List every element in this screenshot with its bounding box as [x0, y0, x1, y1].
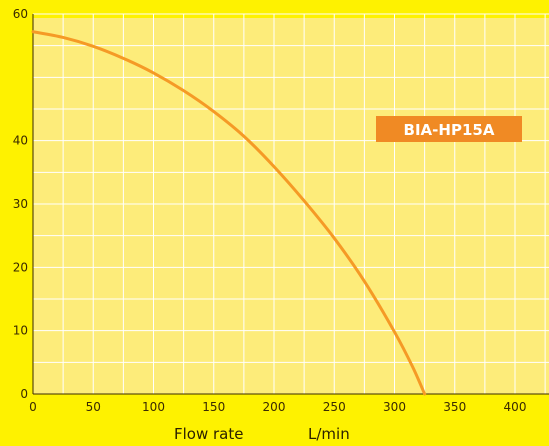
series-badge-box	[376, 116, 522, 142]
y-tick-label: 20	[13, 260, 28, 274]
y-tick-label: 40	[13, 134, 28, 148]
plot-area	[33, 18, 549, 394]
x-tick-label: 250	[323, 400, 346, 414]
y-tick-label: 30	[13, 197, 28, 211]
x-tick-label: 350	[443, 400, 466, 414]
grid-lines	[32, 13, 549, 395]
x-tick-label: 300	[383, 400, 406, 414]
y-tick-labels: 0 10 20 30 40 60	[13, 7, 28, 401]
series-badge: BIA-HP15A	[376, 116, 522, 142]
series-line-bia-hp15a	[31, 30, 427, 396]
x-tick-labels: 0 50 100 150 200 250 300 350 400	[29, 400, 526, 414]
x-tick-label: 100	[142, 400, 165, 414]
axes	[32, 14, 549, 395]
series-badge-label: BIA-HP15A	[404, 121, 495, 139]
x-tick-label: 150	[202, 400, 225, 414]
x-tick-label: 0	[29, 400, 37, 414]
y-tick-label: 10	[13, 324, 28, 338]
x-axis-unit: L/min	[308, 425, 350, 443]
y-tick-label: 60	[13, 7, 28, 21]
x-tick-label: 50	[86, 400, 101, 414]
x-tick-label: 200	[263, 400, 286, 414]
x-tick-label: 400	[504, 400, 527, 414]
x-axis-title: Flow rate	[174, 425, 243, 443]
y-tick-label: 0	[20, 387, 28, 401]
